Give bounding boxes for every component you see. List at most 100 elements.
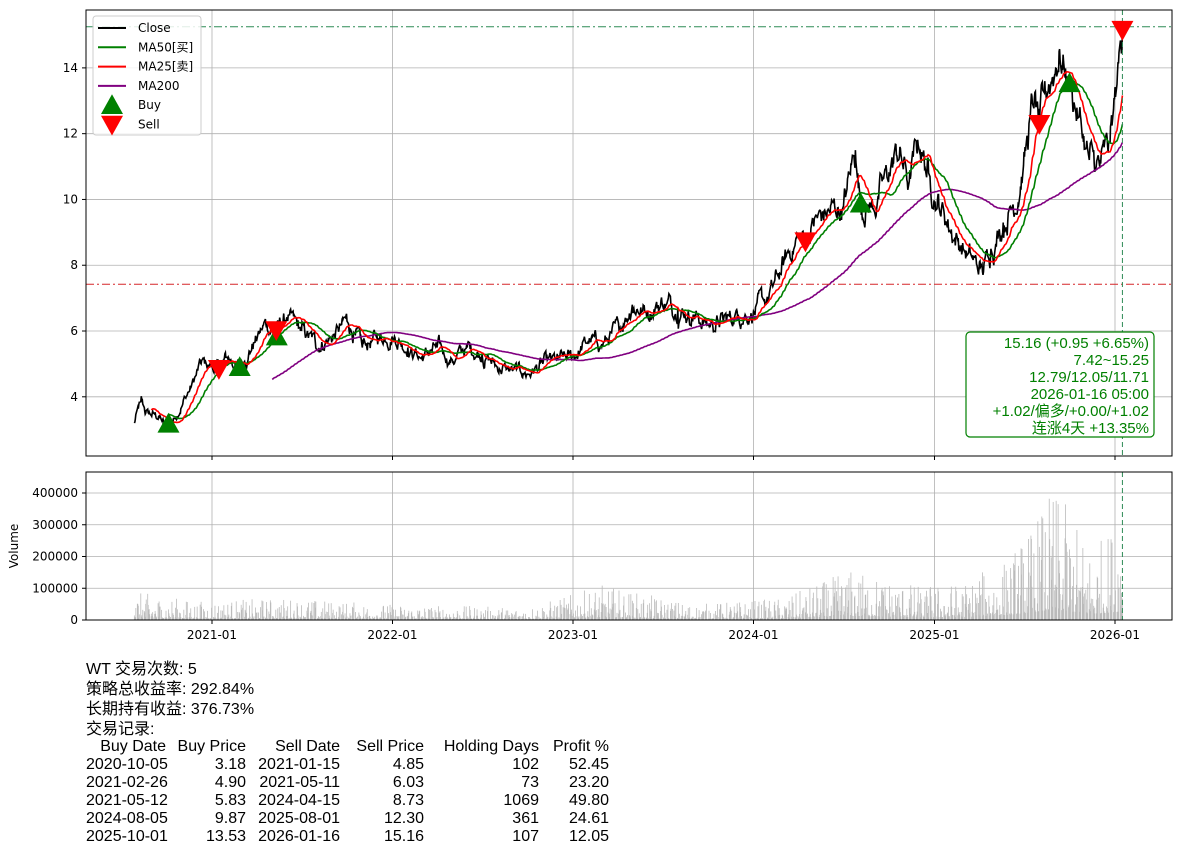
annotation-line: 12.79/12.05/11.71 xyxy=(1029,369,1149,386)
cell-holding-days: 102 xyxy=(512,756,539,773)
y-tick-label: 4 xyxy=(70,390,78,404)
header-buy-date: Buy Date xyxy=(100,738,166,755)
cell-sell-price: 4.85 xyxy=(392,756,424,773)
cell-sell-price: 8.73 xyxy=(392,792,424,809)
buy-hold-return: 长期持有收益: 376.73% xyxy=(86,701,255,718)
cell-buy-price: 13.53 xyxy=(205,828,246,845)
table-row: 2025-10-01 13.53 2026-01-16 15.16 107 12.05 xyxy=(86,828,609,846)
volume-panel: 2021-01 2022-01 2023-01 2024-01 2025-01 2026-… xyxy=(7,471,1173,642)
table-row: 2020-10-05 3.18 2021-01-15 4.85 102 52.45 xyxy=(86,756,609,774)
cell-holding-days: 73 xyxy=(521,774,539,791)
price-annotation: 15.16 (+0.95 +6.65%)7.42~15.2512.79/12.0… xyxy=(965,331,1155,438)
x-tick-label: 2024-01 xyxy=(728,628,778,642)
volume-tick-label: 300000 xyxy=(32,518,78,532)
x-tick-label: 2025-01 xyxy=(909,628,959,642)
table-row: 2021-02-26 4.90 2021-05-11 6.03 73 23.20 xyxy=(86,774,609,792)
header-holding-days: Holding Days xyxy=(443,738,539,755)
cell-sell-price: 6.03 xyxy=(392,774,424,791)
axes-frame xyxy=(85,9,1173,457)
cell-buy-price: 3.18 xyxy=(214,756,246,773)
ma25-line xyxy=(150,70,1124,424)
y-tick-label: 12 xyxy=(63,127,78,141)
cell-sell-date: 2021-01-15 xyxy=(258,756,340,773)
buy-marker xyxy=(1058,72,1081,93)
legend-label: MA200 xyxy=(138,79,179,93)
buy-marker xyxy=(849,192,872,213)
legend-label: Close xyxy=(138,21,171,35)
cell-buy-date: 2021-05-12 xyxy=(86,792,168,809)
cell-sell-date: 2021-05-11 xyxy=(259,774,340,791)
trades-table: Buy Date Buy Price Sell Date Sell Price … xyxy=(86,738,609,846)
trade-count: WT 交易次数: 5 xyxy=(86,661,197,678)
cell-buy-date: 2024-08-05 xyxy=(86,810,168,827)
legend-label: MA25[卖] xyxy=(138,60,193,74)
volume-tick-label: 100000 xyxy=(32,581,78,595)
cell-sell-date: 2025-08-01 xyxy=(258,810,340,827)
header-profit: Profit % xyxy=(552,738,609,755)
summary: WT 交易次数: 5 策略总收益率: 292.84% 长期持有收益: 376.7… xyxy=(86,660,254,740)
header-sell-price: Sell Price xyxy=(356,738,424,755)
y-tick-label: 14 xyxy=(63,61,78,75)
cell-holding-days: 107 xyxy=(512,828,539,845)
volume-tick-label: 200000 xyxy=(32,550,78,564)
y-tick-label: 10 xyxy=(63,192,78,206)
ma50-line xyxy=(168,80,1124,420)
volume-tick-label: 0 xyxy=(70,613,78,627)
x-tick-label: 2021-01 xyxy=(187,628,237,642)
sell-marker xyxy=(207,360,230,380)
ma200-line xyxy=(271,142,1124,381)
cell-buy-date: 2021-02-26 xyxy=(86,774,168,791)
legend-label: MA50[买] xyxy=(138,40,193,54)
buy-marker xyxy=(157,412,180,433)
annotation-box xyxy=(965,331,1155,438)
strategy-return: 策略总收益率: 292.84% xyxy=(86,681,255,698)
sell-marker xyxy=(1111,20,1134,41)
volume-tick-label: 400000 xyxy=(32,486,78,500)
cell-profit: 23.20 xyxy=(568,774,609,791)
table-row: 2021-05-12 5.83 2024-04-15 8.73 1069 49.80 xyxy=(86,792,609,810)
legend-triangle-down-icon xyxy=(101,115,123,136)
table-row: 2024-08-05 9.87 2025-08-01 12.30 361 24.61 xyxy=(86,810,609,828)
cell-buy-price: 4.90 xyxy=(214,774,246,791)
annotation-line: 连涨4天 +13.35% xyxy=(1032,420,1149,437)
trades-header: Buy Date Buy Price Sell Date Sell Price … xyxy=(86,738,609,756)
annotation-line: 7.42~15.25 xyxy=(1074,352,1150,369)
buy-marker xyxy=(228,356,251,376)
cell-buy-price: 5.83 xyxy=(214,792,246,809)
close-line xyxy=(133,29,1124,432)
legend: Close MA50[买] MA25[卖] MA200 Buy Sell xyxy=(92,15,202,136)
annotation-line: 2026-01-16 05:00 xyxy=(1031,386,1149,403)
cell-profit: 49.80 xyxy=(568,792,609,809)
cell-sell-date: 2026-01-16 xyxy=(258,828,340,845)
cell-holding-days: 361 xyxy=(512,810,539,827)
axes-frame xyxy=(85,471,1173,621)
legend-triangle-up-icon xyxy=(101,94,123,114)
cell-profit: 12.05 xyxy=(568,828,609,845)
legend-box xyxy=(92,15,202,136)
annotation-line: +1.02/偏多/+0.00/+1.02 xyxy=(993,403,1149,420)
cell-holding-days: 1069 xyxy=(503,792,539,809)
x-tick-label: 2022-01 xyxy=(367,628,417,642)
header-sell-date: Sell Date xyxy=(275,738,340,755)
records-title: 交易记录: xyxy=(86,721,155,738)
legend-label: Sell xyxy=(138,118,160,132)
price-panel: 4 6 8 10 12 14 Close MA50[买] MA25[卖] MA200 Buy Sell… xyxy=(63,9,1173,460)
sell-marker xyxy=(265,321,288,342)
sell-marker xyxy=(794,232,817,253)
cell-sell-price: 12.30 xyxy=(383,810,424,827)
cell-buy-price: 9.87 xyxy=(214,810,246,827)
y-tick-label: 8 xyxy=(70,258,78,272)
annotation-line: 15.16 (+0.95 +6.65%) xyxy=(1004,335,1149,352)
cell-profit: 52.45 xyxy=(568,756,609,773)
legend-label: Buy xyxy=(138,98,161,112)
cell-buy-date: 2025-10-01 xyxy=(86,828,168,845)
sell-marker xyxy=(1028,115,1051,135)
x-tick-label: 2026-01 xyxy=(1090,628,1140,642)
cell-sell-price: 15.16 xyxy=(383,828,424,845)
cell-sell-date: 2024-04-15 xyxy=(258,792,340,809)
header-buy-price: Buy Price xyxy=(177,738,246,755)
cell-buy-date: 2020-10-05 xyxy=(86,756,168,773)
cell-profit: 24.61 xyxy=(568,810,609,827)
volume-axis-label: Volume xyxy=(7,524,21,569)
